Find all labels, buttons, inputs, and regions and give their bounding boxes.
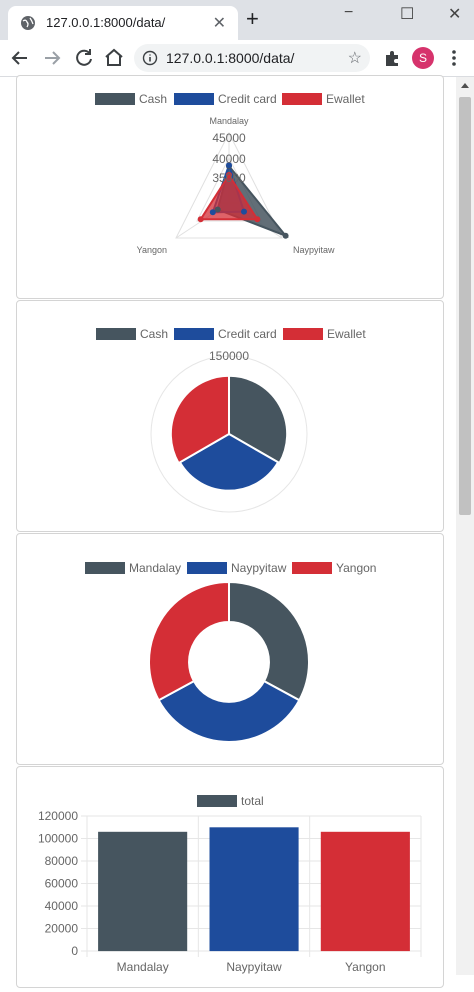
- legend-label-yangon[interactable]: Yangon: [336, 561, 376, 575]
- radar-label-naypyitaw: Naypyitaw: [293, 245, 335, 255]
- scroll-up-arrow-icon[interactable]: [461, 83, 469, 88]
- radar-point-credit-card-yangon[interactable]: [209, 209, 216, 216]
- radar-point-cash-yangon[interactable]: [214, 206, 221, 213]
- bar-y-tick-label: 120000: [38, 809, 78, 823]
- radar-point-ewallet-naypyitaw[interactable]: [254, 216, 261, 223]
- bar-x-label-yangon: Yangon: [345, 960, 385, 974]
- legend-swatch-cash[interactable]: [95, 93, 135, 105]
- bar-y-tick-label: 0: [71, 944, 78, 958]
- bar-naypyitaw[interactable]: [209, 827, 299, 952]
- polar-chart-card: Cash Credit card Ewallet 150000: [16, 300, 444, 532]
- legend-label-mandalay[interactable]: Mandalay: [129, 561, 181, 575]
- bar-y-tick-label: 40000: [45, 899, 79, 913]
- bar-y-tick-label: 60000: [45, 877, 79, 891]
- legend-label-naypyitaw[interactable]: Naypyitaw: [231, 561, 287, 575]
- legend-swatch-ewallet[interactable]: [282, 93, 322, 105]
- extensions-puzzle-icon[interactable]: [382, 47, 404, 69]
- reload-icon[interactable]: [72, 46, 96, 70]
- bar-y-tick-label: 100000: [38, 832, 78, 846]
- browser-tab[interactable]: 127.0.0.1:8000/data/ ✕: [8, 6, 238, 40]
- radar-point-cash-naypyitaw[interactable]: [282, 232, 289, 239]
- legend-label-ewallet[interactable]: Ewallet: [327, 327, 366, 341]
- new-tab-button[interactable]: +: [246, 6, 259, 31]
- legend-label-credit-card[interactable]: Credit card: [218, 92, 277, 106]
- legend-label-ewallet[interactable]: Ewallet: [326, 92, 365, 106]
- radar-series-ewallet[interactable]: [198, 173, 260, 221]
- legend-swatch-mandalay[interactable]: [85, 562, 125, 574]
- polar-segment-ewallet[interactable]: [169, 374, 230, 465]
- radar-grid-outer: [175, 131, 283, 239]
- browser-toolbar: 127.0.0.1:8000/data/ ☆ S: [0, 40, 474, 77]
- bar-mandalay[interactable]: [98, 831, 188, 952]
- legend-swatch-naypyitaw[interactable]: [187, 562, 227, 574]
- bar-y-tick-label: 20000: [45, 922, 79, 936]
- legend-swatch-credit-card[interactable]: [174, 328, 214, 340]
- forward-icon[interactable]: [40, 46, 64, 70]
- bar-chart: total 020000400006000080000100000120000 …: [38, 794, 422, 974]
- page-content: Cash Credit card Ewallet 35000 40000 450…: [0, 75, 456, 988]
- legend-swatch-total[interactable]: [197, 795, 237, 807]
- radar-label-mandalay: Mandalay: [209, 116, 249, 126]
- legend-swatch-yangon[interactable]: [292, 562, 332, 574]
- menu-kebab-icon[interactable]: [446, 48, 462, 68]
- close-window-icon[interactable]: ✕: [448, 6, 462, 23]
- polar-tick-150000: 150000: [209, 349, 249, 363]
- legend-label-cash[interactable]: Cash: [140, 327, 168, 341]
- doughnut-segment-mandalay[interactable]: [228, 580, 310, 702]
- tab-strip: 127.0.0.1:8000/data/ ✕ + − ☐ ✕: [0, 0, 474, 40]
- legend-swatch-credit-card[interactable]: [174, 93, 214, 105]
- home-icon[interactable]: [102, 46, 126, 70]
- legend-label-cash[interactable]: Cash: [139, 92, 167, 106]
- polar-segment-credit-card[interactable]: [178, 432, 280, 492]
- doughnut-segment-naypyitaw[interactable]: [157, 679, 301, 744]
- profile-avatar[interactable]: S: [412, 47, 434, 69]
- bar-y-tick-label: 80000: [45, 854, 79, 868]
- bar-yangon[interactable]: [320, 831, 410, 952]
- radar-label-yangon: Yangon: [137, 245, 167, 255]
- radar-chart: Cash Credit card Ewallet 35000 40000 450…: [95, 92, 365, 255]
- legend-label-credit-card[interactable]: Credit card: [218, 327, 277, 341]
- address-bar[interactable]: 127.0.0.1:8000/data/ ☆: [134, 44, 370, 72]
- url-text[interactable]: 127.0.0.1:8000/data/: [166, 50, 295, 66]
- vertical-scrollbar[interactable]: [456, 77, 474, 975]
- doughnut-segment-yangon[interactable]: [148, 580, 230, 702]
- info-icon[interactable]: [142, 50, 158, 66]
- legend-label-total[interactable]: total: [241, 794, 264, 808]
- close-tab-icon[interactable]: ✕: [212, 15, 226, 32]
- minimize-icon[interactable]: −: [344, 4, 354, 21]
- legend-swatch-ewallet[interactable]: [283, 328, 323, 340]
- radar-point-ewallet-yangon[interactable]: [197, 216, 204, 223]
- globe-icon: [21, 16, 35, 30]
- bar-chart-card: total 0 20000 40000 60000 80000 100000 120000 …: [16, 766, 444, 988]
- radar-tick-40000: 40000: [212, 152, 246, 166]
- scrollbar-thumb[interactable]: [459, 97, 471, 515]
- back-icon[interactable]: [8, 46, 32, 70]
- polar-area-chart: Cash Credit card Ewallet 150000: [96, 327, 366, 513]
- radar-point-ewallet-mandalay[interactable]: [226, 172, 232, 178]
- radar-tick-35000: 35000: [212, 171, 246, 185]
- radar-chart-card: Cash Credit card Ewallet 35000 40000 450…: [16, 75, 444, 299]
- bar-x-label-naypyitaw: Naypyitaw: [226, 960, 282, 974]
- radar-tick-45000: 45000: [212, 131, 246, 145]
- radar-point-credit-card-mandalay[interactable]: [226, 162, 232, 169]
- doughnut-chart-card: Mandalay Naypyitaw Yangon: [16, 533, 444, 765]
- radar-point-credit-card-naypyitaw[interactable]: [241, 208, 247, 215]
- doughnut-chart: Mandalay Naypyitaw Yangon: [85, 561, 376, 744]
- polar-grid-ring: [150, 355, 308, 513]
- bar-x-label-mandalay: Mandalay: [117, 960, 169, 974]
- bookmark-star-icon[interactable]: ☆: [347, 50, 362, 67]
- maximize-icon[interactable]: ☐: [400, 6, 415, 23]
- tab-title: 127.0.0.1:8000/data/: [46, 15, 166, 30]
- legend-swatch-cash[interactable]: [96, 328, 136, 340]
